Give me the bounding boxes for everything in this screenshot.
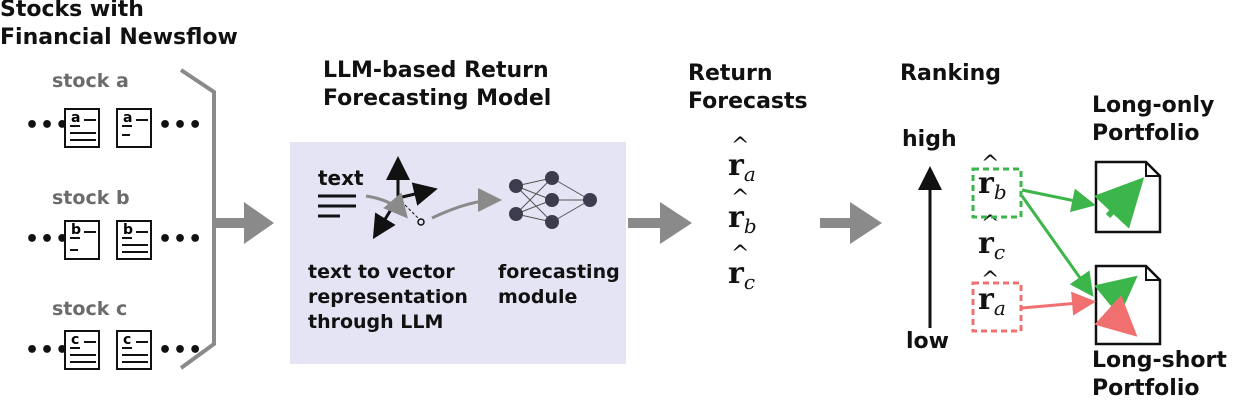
forecast-module-label: forecasting module: [498, 261, 620, 308]
doc-letter: a: [123, 110, 133, 126]
ellipsis-left-a: •••: [25, 113, 71, 138]
doc-letter: a: [71, 110, 81, 126]
doc-letter: c: [71, 332, 80, 348]
forecast-ra: ra: [728, 134, 756, 186]
stock-a-label: stock a: [52, 70, 129, 92]
ellipsis-left-c: •••: [25, 338, 71, 363]
doc-letter: b: [123, 222, 134, 238]
news-doc-icon: b: [64, 220, 100, 260]
news-doc-icon: c: [64, 330, 100, 370]
rank-high-label: high: [902, 127, 957, 152]
news-doc-icon: b: [116, 220, 152, 260]
doc-letter: b: [71, 222, 82, 238]
long-short-title: Long-short Portfolio: [1092, 348, 1227, 401]
ellipsis-left-b: •••: [25, 227, 71, 252]
text-word: text: [318, 166, 364, 190]
rank-low-label: low: [906, 329, 949, 354]
stock-c-label: stock c: [52, 298, 128, 320]
bottom-to-long-short-arrow: [1021, 291, 1096, 316]
top-pick-box: [971, 167, 1023, 219]
ellipsis-right-b: •••: [158, 227, 204, 252]
ellipsis-right-a: •••: [158, 113, 204, 138]
long-only-portfolio-icon: [1093, 160, 1162, 234]
neural-network-icon: [509, 171, 597, 229]
bottom-pick-box: [971, 281, 1023, 333]
grouping-bracket: [179, 68, 216, 370]
stock-b-label: stock b: [52, 187, 130, 209]
ranking-title: Ranking: [900, 61, 1002, 86]
t2v-label: text to vector representation through LL…: [308, 261, 468, 333]
source-title: Stocks with Financial Newsflow: [0, 0, 238, 50]
news-doc-icon: a: [64, 108, 100, 148]
news-doc-icon: a: [116, 108, 152, 148]
flow-arrow-2: [628, 202, 692, 244]
long-only-title: Long-only Portfolio: [1092, 93, 1215, 146]
flow-arrow-1: [216, 202, 274, 244]
text-lines-icon: [318, 194, 356, 218]
doc-letter: c: [123, 332, 132, 348]
model-title: LLM-based Return Forecasting Model: [323, 58, 552, 111]
to-network-arrow: [431, 188, 502, 220]
model-panel: [290, 142, 626, 364]
top-to-long-only-arrow: [1021, 188, 1096, 213]
forecasts-title: Return Forecasts: [688, 61, 808, 114]
vector-axes-icon: [365, 156, 438, 240]
forecast-rb: rb: [728, 186, 757, 238]
flow-arrow-3: [820, 202, 882, 244]
news-doc-icon: c: [116, 330, 152, 370]
top-to-long-short-arrow: [1020, 195, 1094, 297]
forecast-rc: rc: [728, 242, 755, 294]
long-short-portfolio-icon: [1094, 264, 1162, 346]
rank-ra: ra: [978, 268, 1006, 320]
rank-rb: rb: [978, 152, 1007, 204]
